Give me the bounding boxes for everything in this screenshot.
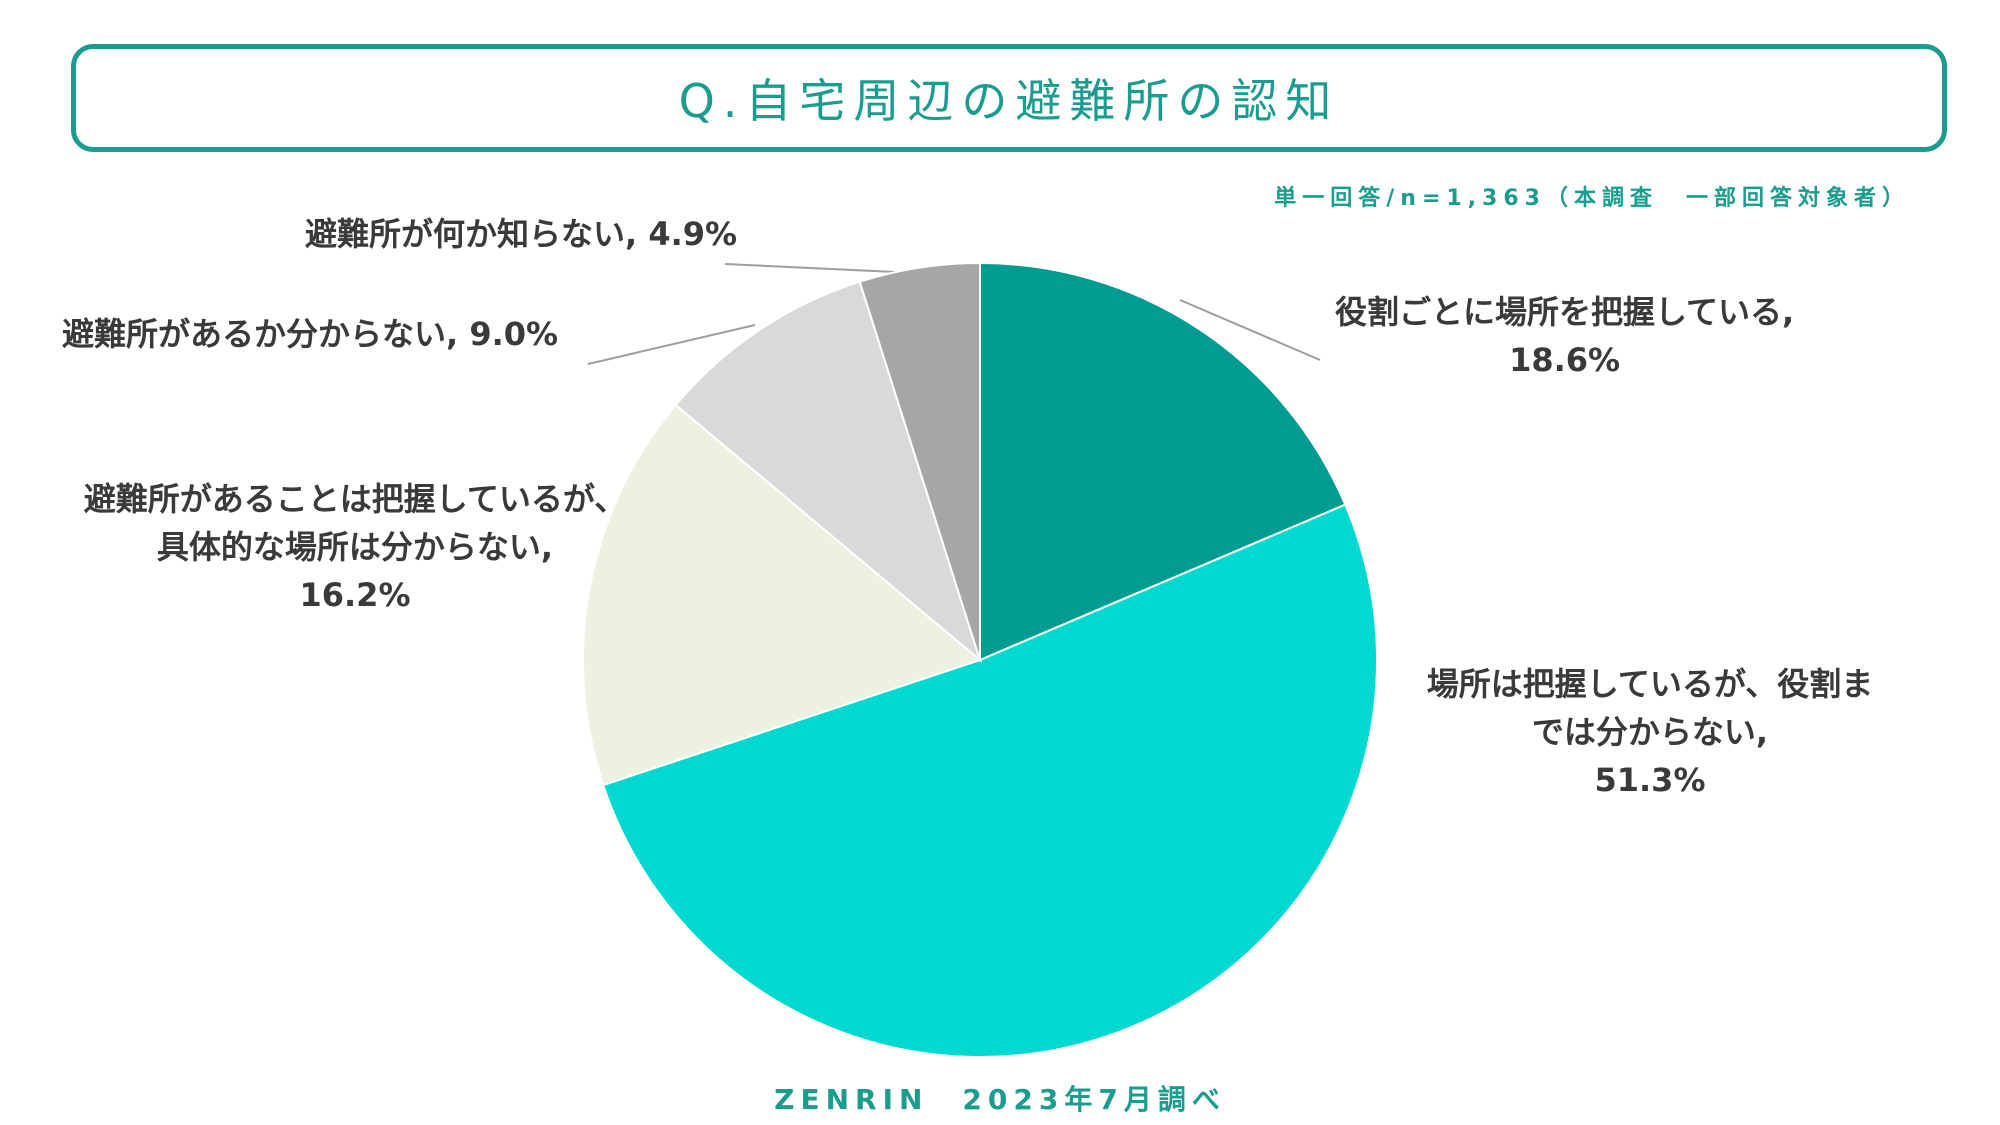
label-slice-5-text: 避難所が何か知らない, [305,215,638,253]
pie-slice-1 [979,261,1347,662]
label-slice-3: 避難所があることは把握しているが、具体的な場所は分からない, 16.2% [70,475,640,619]
label-slice-5: 避難所が何か知らない, 4.9% [305,210,737,258]
leader-line-slice-4 [587,324,756,365]
label-slice-1-text: 役割ごとに場所を把握している, [1335,293,1795,331]
label-slice-3-value: 16.2% [299,576,411,614]
pie-slice-5 [858,261,981,661]
pie-slices [582,261,1378,1058]
pie-slice-3 [582,403,983,787]
label-slice-3-text: 避難所があることは把握しているが、具体的な場所は分からない, [83,480,627,566]
pie-slice-2 [601,503,1378,1058]
label-slice-4-value: 9.0% [469,315,559,353]
pie-slice-4 [674,280,982,663]
leader-lines [587,263,1321,365]
label-slice-2-value: 51.3% [1594,761,1706,799]
label-slice-1-value: 18.6% [1509,341,1621,379]
label-slice-4-text: 避難所があるか分からない, [62,315,459,353]
label-slice-4: 避難所があるか分からない, 9.0% [62,310,558,358]
label-slice-2-text: 場所は把握しているが、役割までは分からない, [1426,665,1874,751]
label-slice-2: 場所は把握しているが、役割までは分からない, 51.3% [1420,660,1880,804]
leader-line-slice-1 [1179,299,1321,361]
footer-source: ZENRIN 2023年7月調べ [774,1083,1226,1116]
label-slice-1: 役割ごとに場所を把握している, 18.6% [1335,288,1794,384]
chart-title: Q.自宅周辺の避難所の認知 [678,74,1340,128]
title-box: Q.自宅周辺の避難所の認知 [71,44,1947,152]
leader-line-slice-5 [724,263,896,273]
chart-subtitle: 単一回答/n=1,363（本調査 一部回答対象者） [1274,186,1910,211]
label-slice-5-value: 4.9% [648,215,738,253]
